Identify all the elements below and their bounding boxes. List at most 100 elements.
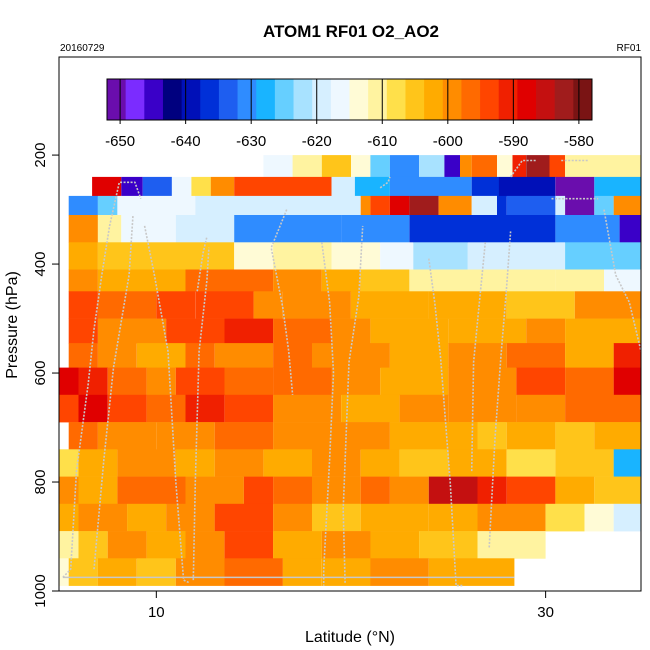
- colorbar-swatch: [200, 79, 220, 120]
- heatmap-cell: [59, 367, 79, 396]
- colorbar-swatch: [107, 79, 127, 120]
- heatmap-cell: [321, 269, 361, 292]
- heatmap-cell: [273, 318, 332, 344]
- heatmap-cell: [351, 155, 371, 178]
- y-axis-tick-label: 600: [32, 361, 49, 386]
- heatmap-cell: [399, 449, 449, 477]
- heatmap-cell: [506, 291, 575, 319]
- heatmap-cell: [370, 155, 390, 178]
- heatmap-cell: [341, 215, 410, 243]
- heatmap-cell: [224, 558, 283, 586]
- heatmap-cell: [273, 343, 312, 368]
- heatmap-cell: [555, 176, 595, 197]
- heatmap-cell: [448, 394, 517, 423]
- heatmap-cell: [360, 476, 390, 505]
- heatmap-cell: [97, 291, 157, 319]
- heatmap-cell: [166, 318, 225, 344]
- heatmap-cell: [370, 195, 390, 216]
- heatmap-cell: [107, 367, 147, 396]
- colorbar-swatch: [144, 79, 164, 120]
- heatmap-cell: [185, 394, 225, 423]
- heatmap-cell: [448, 449, 507, 477]
- heatmap-cell: [117, 195, 196, 216]
- colorbar-swatch: [312, 79, 332, 120]
- heatmap-cell: [360, 503, 429, 532]
- heatmap-cell: [78, 476, 118, 505]
- heatmap-cell: [214, 503, 274, 532]
- heatmap-cell: [146, 367, 176, 396]
- heatmap-cell: [331, 242, 381, 270]
- heatmap-cell: [214, 422, 274, 450]
- heatmap-cell: [224, 394, 274, 423]
- heatmap-cell: [156, 422, 215, 450]
- colorbar-swatch: [536, 79, 556, 120]
- flight-id-label: RF01: [617, 43, 642, 54]
- flight-track-line: [509, 159, 536, 178]
- heatmap-cell: [565, 242, 641, 270]
- flight-track-line: [428, 258, 464, 587]
- heatmap-cell: [419, 155, 445, 178]
- heatmap-cell: [166, 503, 215, 532]
- heatmap-cell: [234, 242, 274, 270]
- heatmap-cell: [224, 531, 274, 559]
- heatmap-cell: [565, 318, 641, 344]
- heatmap-cell: [497, 155, 513, 178]
- colorbar-swatch: [405, 79, 425, 120]
- heatmap-cells: [59, 155, 641, 586]
- heatmap-cell: [594, 422, 641, 450]
- heatmap-cell: [146, 394, 186, 423]
- heatmap-cell: [444, 155, 460, 178]
- heatmap-cell: [354, 176, 390, 197]
- heatmap-cell: [142, 176, 172, 197]
- flight-track-line: [192, 247, 210, 581]
- heatmap-cell: [458, 422, 478, 450]
- heatmap-cell: [428, 291, 507, 319]
- heatmap-cell: [234, 215, 342, 243]
- y-axis-tick-label: 800: [32, 470, 49, 495]
- heatmap-cell: [234, 176, 332, 197]
- heatmap-cell: [185, 343, 215, 368]
- heatmap-cell: [117, 449, 176, 477]
- colorbar-swatch: [274, 79, 294, 120]
- heatmap-cell: [210, 176, 235, 197]
- heatmap-cell: [389, 343, 449, 368]
- heatmap-cell: [195, 195, 361, 216]
- heatmap-cell: [613, 449, 641, 477]
- chart-title: ATOM1 RF01 O2_AO2: [263, 22, 439, 41]
- heatmap-cell: [341, 394, 400, 423]
- heatmap-cell: [409, 269, 497, 292]
- heatmap-cell: [185, 476, 244, 505]
- heatmap-cell: [565, 394, 641, 423]
- heatmap-cell: [428, 558, 515, 586]
- heatmap-cell: [399, 394, 449, 423]
- heatmap-cell: [545, 503, 585, 532]
- heatmap-cell: [370, 558, 429, 586]
- heatmap-cell: [565, 343, 614, 368]
- heatmap-cell: [243, 476, 274, 505]
- flight-track-line: [143, 225, 190, 584]
- heatmap-cell: [321, 531, 371, 559]
- heatmap-cell: [59, 394, 79, 423]
- heatmap-cell: [321, 155, 351, 178]
- heatmap-cell: [68, 215, 98, 243]
- heatmap-cell: [97, 242, 235, 270]
- heatmap-cell: [273, 394, 342, 423]
- colorbar-swatch: [237, 79, 257, 120]
- heatmap-cell: [59, 531, 79, 559]
- colorbar-swatch: [498, 79, 518, 120]
- colorbar-tick-label: -580: [564, 133, 594, 150]
- heatmap-cell: [282, 558, 322, 586]
- y-axis-tick-label: 200: [32, 143, 49, 168]
- heatmap-cell: [273, 476, 312, 505]
- heatmap-cell: [498, 176, 556, 197]
- heatmap-cell: [127, 503, 166, 532]
- heatmap-cell: [78, 531, 108, 559]
- heatmap-cell: [136, 343, 186, 368]
- heatmap-cell: [214, 343, 274, 368]
- heatmap-cell: [389, 422, 458, 450]
- y-axis-tick-label: 400: [32, 252, 49, 277]
- heatmap-cell: [68, 343, 98, 368]
- heatmap-cell: [477, 503, 546, 532]
- heatmap-cell: [97, 318, 166, 344]
